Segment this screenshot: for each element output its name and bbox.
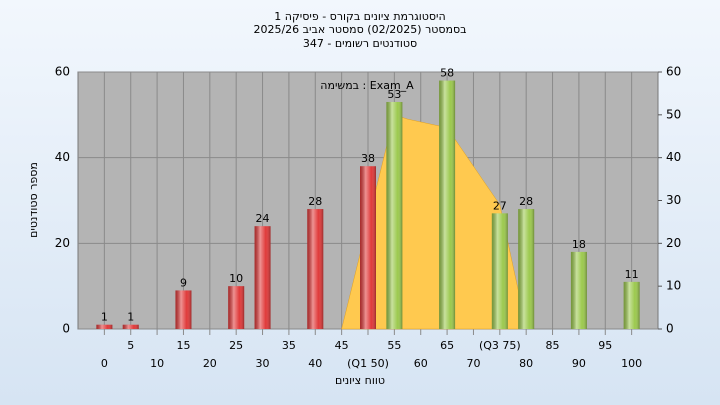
chart-title: היסטוגרמת ציונים בקורס - פיסיקה 1 <box>274 10 445 23</box>
value-label: 24 <box>256 212 270 225</box>
y-tick-label: 0 <box>62 322 70 336</box>
x-tick-label: 30 <box>256 357 270 370</box>
bar-shine <box>491 213 508 329</box>
chart-subtitle: בסמסטר (02/2025) סמסטר אביב 2025/26 <box>253 23 466 36</box>
y-tick-label: 40 <box>55 150 70 164</box>
bar-shine <box>518 209 535 329</box>
value-label: 28 <box>519 195 533 208</box>
y2-tick-label: 10 <box>666 279 681 293</box>
x-tick-label: 85 <box>546 339 560 352</box>
bar-shine <box>623 281 640 329</box>
y-axis-label: מספר סטודנטים <box>27 162 40 238</box>
x-tick-label: 45 <box>335 339 349 352</box>
bar-shine <box>570 251 587 329</box>
x-tick-label: 15 <box>176 339 190 352</box>
x-tick-label: 5 <box>127 339 134 352</box>
value-label: 11 <box>625 268 639 281</box>
x-tick-label: 55 <box>387 339 401 352</box>
x-tick-label: 40 <box>308 357 322 370</box>
x-tick-label: 25 <box>229 339 243 352</box>
value-label: 53 <box>387 88 401 101</box>
value-label: 9 <box>180 276 187 289</box>
bar-shine <box>122 324 139 329</box>
bar-shine <box>96 324 113 329</box>
bar-shine <box>175 290 192 329</box>
x-tick-label: 90 <box>572 357 586 370</box>
bar-shine <box>386 101 403 329</box>
y-tick-label: 60 <box>55 65 70 79</box>
x-tick-label: 10 <box>150 357 164 370</box>
value-label: 10 <box>229 272 243 285</box>
x-tick-label: 60 <box>414 357 428 370</box>
x-tick-label: 20 <box>203 357 217 370</box>
bar-shine <box>360 166 376 329</box>
x-tick-label: 35 <box>282 339 296 352</box>
x-tick-label: 0 <box>101 357 108 370</box>
y2-tick-label: 0 <box>666 322 674 336</box>
bar-shine <box>228 286 245 329</box>
y2-tick-label: 50 <box>666 107 681 121</box>
x-tick-label: (Q3 75) <box>479 339 521 352</box>
annotation: במשימה : Exam_A <box>320 79 414 92</box>
chart-subtitle: סטודנטים רשומים - 347 <box>303 37 417 50</box>
value-label: 38 <box>361 152 375 165</box>
y2-tick-label: 20 <box>666 236 681 250</box>
x-tick-label: 100 <box>621 357 642 370</box>
x-axis-label: טווח ציונים <box>335 374 385 387</box>
value-label: 1 <box>127 311 134 324</box>
x-tick-label: 65 <box>440 339 454 352</box>
y2-tick-label: 30 <box>666 193 681 207</box>
y2-tick-label: 40 <box>666 150 681 164</box>
value-label: 58 <box>440 67 454 80</box>
value-label: 1 <box>101 311 108 324</box>
value-label: 18 <box>572 238 586 251</box>
y-tick-label: 20 <box>55 236 70 250</box>
x-tick-label: (Q1 50) <box>347 357 389 370</box>
bar-shine <box>439 80 456 329</box>
y2-tick-label: 60 <box>666 65 681 79</box>
x-tick-label: 80 <box>519 357 533 370</box>
bar-shine <box>307 209 324 329</box>
x-tick-label: 95 <box>598 339 612 352</box>
bar-shine <box>254 226 271 329</box>
x-tick-label: 70 <box>466 357 480 370</box>
value-label: 28 <box>308 195 322 208</box>
value-label: 27 <box>493 199 507 212</box>
